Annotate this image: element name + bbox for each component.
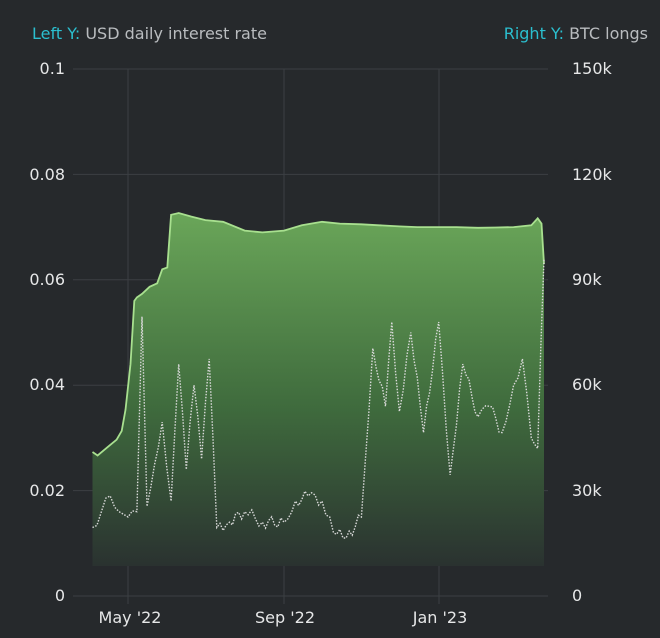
right-y-tick: 90k [572, 270, 602, 289]
left-y-tick: 0.02 [29, 481, 65, 500]
right-y-tick: 0 [572, 586, 583, 605]
right-y-tick: 30k [572, 481, 602, 500]
btc-longs-area [92, 213, 544, 566]
right-y-tick: 60k [572, 375, 602, 394]
legend-right: Right Y: BTC longs [504, 24, 648, 43]
left-y-tick: 0.08 [29, 165, 65, 184]
legend-left-key: Left Y: [32, 24, 81, 43]
x-tick: May '22 [98, 608, 162, 627]
x-tick: Sep '22 [255, 608, 315, 627]
legend-left-label: USD daily interest rate [85, 24, 267, 43]
right-y-tick: 150k [572, 59, 612, 78]
left-y-tick: 0.04 [29, 375, 65, 394]
left-y-tick: 0 [54, 586, 65, 605]
left-y-tick: 0.06 [29, 270, 65, 289]
left-y-tick: 0.1 [39, 59, 65, 78]
right-y-tick: 120k [572, 165, 612, 184]
legend-right-key: Right Y: [503, 24, 564, 43]
btc-longs-line [91, 212, 545, 457]
legend-left: Left Y: USD daily interest rate [32, 24, 267, 43]
usd-rate-dotted-line [92, 258, 545, 539]
x-tick: Jan '23 [412, 608, 468, 627]
legend-right-label: BTC longs [569, 24, 648, 43]
